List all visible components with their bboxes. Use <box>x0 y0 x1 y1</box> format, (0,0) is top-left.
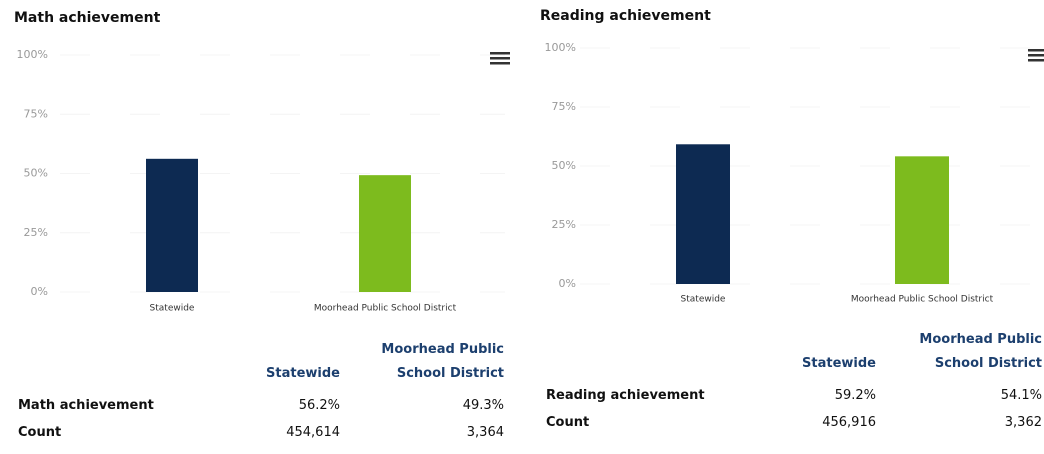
header-row: Statewide Moorhead Public School District <box>546 328 1042 382</box>
cell: 54.1% <box>1000 388 1042 403</box>
y-tick-label: 100% <box>17 48 48 61</box>
menu-icon <box>1028 59 1044 62</box>
menu-icon <box>1028 54 1044 57</box>
cell: 59.2% <box>834 388 876 403</box>
data-table: Statewide Moorhead Public School District… <box>546 328 1042 436</box>
chart-title: Math achievement <box>14 10 161 26</box>
menu-icon <box>490 62 510 65</box>
menu-icon <box>1028 49 1044 52</box>
table-row: Count 456,916 3,362 <box>546 409 1042 436</box>
column-header: Moorhead Public School District <box>919 332 1042 371</box>
y-tick-label: 50% <box>24 167 48 180</box>
y-tick-label: 75% <box>552 100 576 113</box>
bar <box>895 156 949 284</box>
bar <box>146 158 198 292</box>
cell: 456,916 <box>822 415 876 430</box>
y-tick-label: 25% <box>552 218 576 231</box>
chart-title: Reading achievement <box>540 8 711 24</box>
y-tick-label: 75% <box>24 107 48 120</box>
data-table: Statewide Moorhead Public School District… <box>18 338 504 446</box>
x-category-label: Moorhead Public School District <box>314 304 457 314</box>
x-category-label: Statewide <box>150 304 195 314</box>
menu-icon <box>490 52 510 55</box>
header-spacer <box>18 338 218 392</box>
charts: Math achievement 0% 25% 50% 75% 100% Statewide… <box>14 8 1044 314</box>
y-tick-label: 0% <box>31 285 48 298</box>
cell: 3,362 <box>1004 415 1042 430</box>
y-tick-label: 50% <box>552 159 576 172</box>
cell: 49.3% <box>462 398 504 413</box>
cell: 454,614 <box>286 425 340 440</box>
row-label: Count <box>546 415 590 430</box>
row-label: Count <box>18 425 62 440</box>
table-row: Count 454,614 3,364 <box>18 419 504 446</box>
column-header: Statewide <box>802 356 876 371</box>
header-spacer <box>546 328 746 382</box>
y-tick-label: 25% <box>24 226 48 239</box>
y-tick-label: 100% <box>545 41 576 54</box>
bar <box>676 144 730 284</box>
table-row: Math achievement 56.2% 49.3% <box>18 392 504 419</box>
column-header: Moorhead Public School District <box>381 342 504 381</box>
row-label: Math achievement <box>18 398 154 413</box>
x-category-label: Statewide <box>681 295 726 305</box>
x-category-label: Moorhead Public School District <box>851 295 994 305</box>
cell: 3,364 <box>466 425 504 440</box>
menu-icon <box>490 57 510 60</box>
cell: 56.2% <box>298 398 340 413</box>
table-row: Reading achievement 59.2% 54.1% <box>546 382 1042 409</box>
column-header: Statewide <box>266 366 340 381</box>
row-label: Reading achievement <box>546 388 705 403</box>
y-tick-label: 0% <box>559 277 576 290</box>
header-row: Statewide Moorhead Public School District <box>18 338 504 392</box>
bar <box>359 175 411 292</box>
